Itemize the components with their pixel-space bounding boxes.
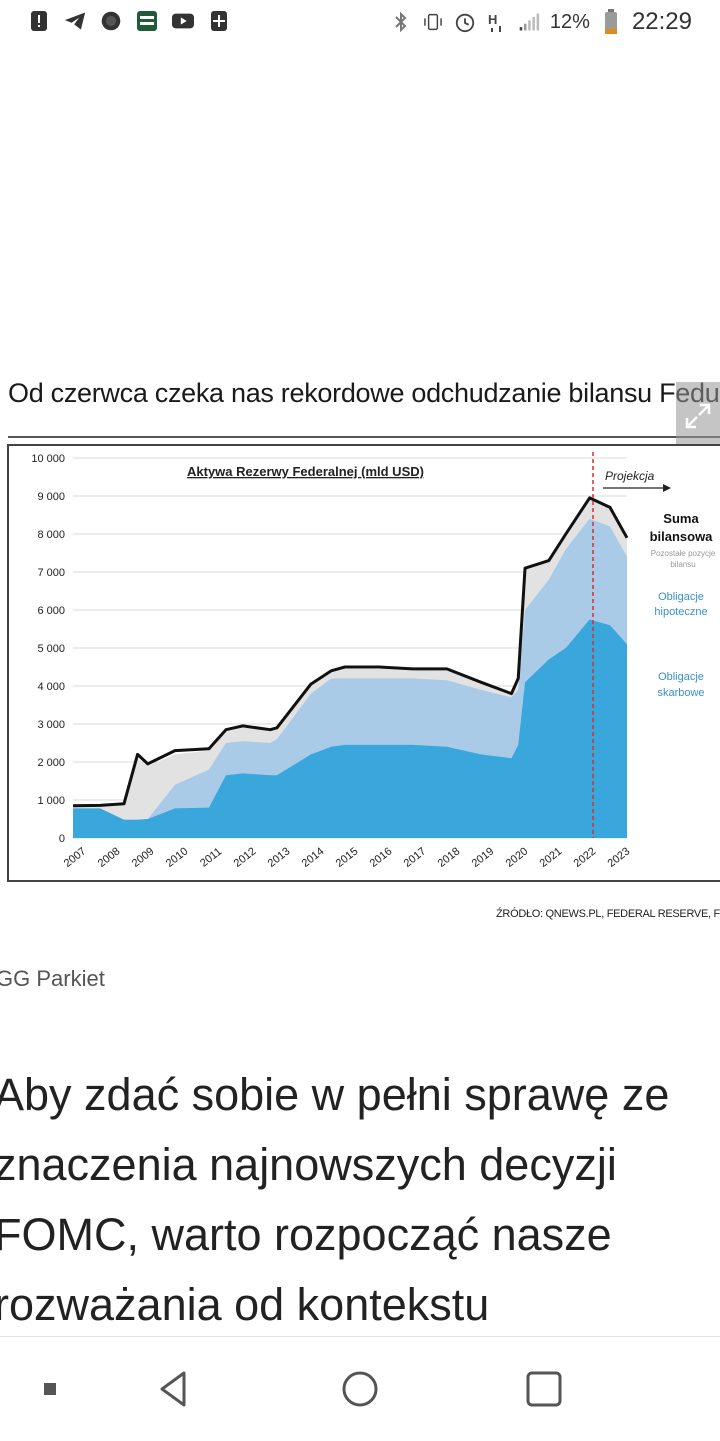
legend-other-label: Pozostałe pozycje	[651, 549, 716, 558]
projection-arrowhead	[663, 484, 672, 492]
figure-headline: Od czerwca czeka nas rekordowe odchudzan…	[8, 378, 720, 408]
x-tick-label: 2009	[130, 845, 157, 870]
clock: 22:29	[631, 8, 692, 35]
navigation-bar	[0, 1336, 720, 1441]
battery-percent: 12%	[549, 10, 590, 33]
balance-sheet-chart: 10 000 9 000 8 000 7 000 6 000 5 000 4 000 3 00…	[31, 452, 716, 870]
figure-divider	[8, 436, 720, 438]
telegram-icon	[64, 10, 86, 32]
article-line: FOMC, warto rozpocząć nasze	[0, 1209, 612, 1260]
alert-icon	[28, 10, 50, 32]
status-bar: H 12% 22:29	[0, 0, 720, 52]
y-tick-label: 5 000	[37, 643, 65, 655]
alarm-icon	[454, 11, 476, 33]
article-line: znaczenia najnowszych decyzji	[0, 1139, 617, 1190]
expand-image-button[interactable]	[676, 382, 720, 450]
plus-icon	[208, 10, 230, 32]
x-tick-label: 2018	[436, 845, 463, 870]
y-tick-label: 7 000	[37, 567, 65, 579]
article-image: Od czerwca czeka nas rekordowe odchudzan…	[0, 378, 720, 938]
app-icon	[136, 10, 158, 32]
x-tick-label: 2023	[606, 845, 633, 870]
vibrate-icon	[422, 11, 444, 33]
bluetooth-icon	[390, 11, 412, 33]
system-icons: H 12% 22:29	[390, 8, 692, 36]
legend-mbs-label: Obligacje	[658, 591, 704, 603]
x-tick-label: 2019	[470, 845, 497, 870]
overview-button[interactable]	[522, 1367, 566, 1411]
legend-treasury-label: skarbowe	[657, 687, 704, 699]
youtube-icon	[172, 10, 194, 32]
figure-caption: GG Parkiet	[0, 966, 105, 991]
legend-mbs-label: hipoteczne	[654, 606, 707, 618]
back-button[interactable]	[152, 1367, 196, 1411]
y-tick-label: 6 000	[37, 605, 65, 617]
chart-frame: 10 000 9 000 8 000 7 000 6 000 5 000 4 000 3 00…	[7, 444, 720, 882]
x-tick-label: 2011	[198, 846, 224, 870]
y-tick-label: 3 000	[37, 719, 65, 731]
recents-dot-icon	[44, 1383, 56, 1395]
y-tick-label: 0	[59, 833, 65, 845]
x-tick-label: 2022	[572, 845, 599, 870]
signal-h-icon: H	[486, 11, 508, 33]
back-icon	[160, 1371, 186, 1407]
article-body: Aby zdać sobie w pełni sprawę ze znaczen…	[0, 1060, 714, 1340]
line-total-balance	[72, 496, 629, 808]
article-line: Aby zdać sobie w pełni sprawę ze	[0, 1069, 670, 1120]
x-tick-label: 2016	[368, 845, 395, 870]
overview-icon	[526, 1371, 562, 1407]
x-tick-label: 2007	[62, 845, 89, 870]
y-tick-label: 8 000	[37, 529, 65, 541]
notification-icons	[28, 10, 230, 32]
y-tick-label: 4 000	[37, 681, 65, 693]
y-tick-label: 10 000	[31, 453, 65, 465]
legend-treasury-label: Obligacje	[658, 671, 704, 683]
y-tick-label: 9 000	[37, 491, 65, 503]
home-button[interactable]	[338, 1367, 382, 1411]
home-icon	[342, 1371, 378, 1407]
chat-bubble-icon	[100, 10, 122, 32]
expand-icon	[685, 403, 711, 429]
svg-text:H: H	[488, 12, 497, 27]
chart-title: Aktywa Rezerwy Federalnej (mld USD)	[187, 464, 424, 479]
y-tick-label: 2 000	[37, 757, 65, 769]
x-tick-label: 2012	[232, 845, 259, 870]
battery-icon	[600, 9, 622, 34]
legend-total-label: Suma	[663, 511, 699, 526]
area-treasury-bonds	[73, 619, 627, 838]
x-tick-label: 2015	[334, 845, 361, 870]
figure-source: ŹRÓDŁO: QNEWS.PL, FEDERAL RESERVE, FR	[496, 908, 720, 920]
legend-total-label: bilansowa	[650, 529, 714, 544]
y-tick-label: 1 000	[37, 795, 65, 807]
legend-other-label: bilansu	[670, 560, 695, 569]
article-line: rozważania od kontekstu	[0, 1279, 490, 1330]
x-tick-label: 2017	[402, 845, 429, 870]
cell-signal-icon	[518, 11, 540, 33]
x-tick-label: 2008	[96, 845, 123, 870]
x-tick-label: 2010	[164, 845, 191, 870]
x-tick-label: 2021	[538, 845, 565, 870]
recents-dot-button[interactable]	[28, 1367, 72, 1411]
x-tick-label: 2020	[504, 845, 531, 870]
x-tick-label: 2014	[300, 845, 327, 870]
x-tick-label: 2013	[266, 845, 293, 870]
projection-label: Projekcja	[605, 469, 655, 483]
